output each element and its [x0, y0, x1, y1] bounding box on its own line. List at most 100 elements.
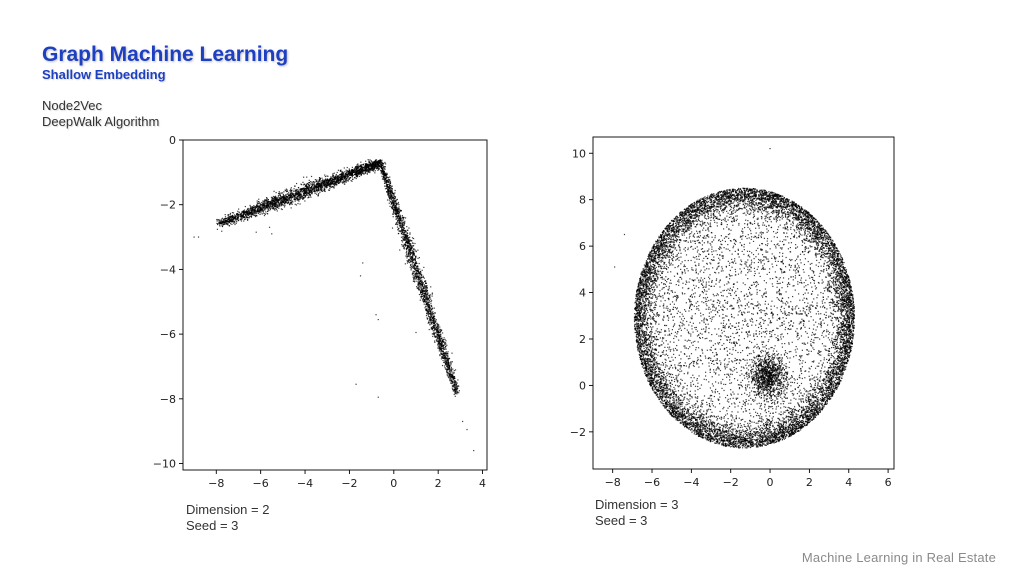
- data-point: [416, 276, 418, 279]
- data-point: [261, 213, 263, 215]
- data-point: [448, 375, 450, 377]
- data-point: [260, 208, 262, 211]
- data-point: [367, 165, 369, 167]
- data-point: [321, 190, 324, 192]
- data-point: [455, 389, 457, 391]
- data-point: [416, 286, 418, 288]
- data-point: [433, 336, 436, 338]
- data-point: [221, 223, 223, 225]
- data-point: [443, 352, 445, 354]
- data-point: [789, 408, 791, 410]
- data-point: [405, 236, 407, 238]
- data-point: [346, 173, 348, 175]
- data-point: [437, 336, 439, 338]
- data-point: [416, 266, 418, 268]
- data-point: [262, 203, 264, 206]
- data-point: [278, 201, 280, 204]
- data-point: [275, 191, 277, 194]
- data-point: [271, 206, 273, 208]
- data-point: [394, 202, 397, 204]
- data-point: [333, 182, 336, 185]
- data-point: [405, 231, 407, 233]
- data-point: [450, 362, 452, 364]
- data-point: [386, 173, 388, 175]
- data-point: [418, 285, 420, 287]
- data-point: [423, 301, 425, 303]
- data-point: [347, 180, 349, 182]
- data-point: [321, 184, 323, 186]
- data-point: [455, 388, 457, 390]
- data-point: [308, 187, 310, 189]
- data-point: [408, 249, 410, 251]
- data-point: [314, 185, 316, 187]
- data-point: [329, 187, 331, 190]
- data-point: [291, 197, 293, 199]
- data-point: [387, 194, 389, 196]
- data-point: [450, 377, 452, 379]
- data-point: [385, 185, 387, 187]
- data-point: [381, 164, 384, 166]
- data-point: [319, 185, 321, 187]
- data-point: [278, 191, 280, 193]
- data-point: [319, 177, 322, 180]
- data-point: [393, 211, 395, 213]
- data-point: [429, 310, 431, 312]
- data-point: [350, 169, 353, 171]
- data-point: [783, 198, 785, 200]
- data-point: [382, 172, 384, 174]
- data-point: [316, 186, 318, 188]
- data-point: [431, 327, 434, 330]
- data-point: [404, 217, 407, 219]
- data-point: [435, 326, 437, 328]
- data-point: [343, 175, 346, 177]
- data-point: [390, 194, 392, 197]
- data-point: [382, 171, 385, 173]
- data-point: [426, 301, 428, 303]
- data-point: [236, 212, 239, 215]
- data-point: [275, 202, 277, 204]
- data-point: [280, 204, 282, 206]
- data-point: [344, 181, 346, 183]
- data-point: [429, 294, 431, 296]
- data-point: [417, 265, 419, 267]
- data-point: [259, 213, 261, 216]
- data-point: [387, 190, 389, 193]
- data-point: [413, 248, 415, 251]
- data-point: [449, 365, 451, 367]
- data-point: [438, 339, 440, 341]
- data-point: [675, 233, 677, 235]
- data-point: [437, 331, 440, 333]
- data-point: [392, 200, 394, 202]
- data-point: [391, 207, 393, 210]
- data-point: [404, 239, 406, 241]
- data-point: [300, 183, 302, 185]
- data-point: [433, 315, 435, 317]
- data-point: [411, 257, 414, 259]
- data-point: [414, 259, 417, 261]
- data-point: [317, 184, 319, 186]
- data-point: [401, 231, 404, 233]
- data-point: [317, 187, 319, 189]
- data-point: [356, 172, 358, 174]
- data-point: [403, 224, 405, 227]
- data-point: [412, 253, 415, 256]
- data-point: [326, 182, 328, 185]
- data-point: [274, 199, 276, 201]
- data-point: [293, 188, 295, 190]
- data-point: [391, 202, 394, 204]
- data-point: [384, 188, 387, 190]
- data-point: [294, 199, 296, 201]
- data-point: [393, 200, 395, 202]
- data-point: [348, 174, 350, 177]
- data-point: [400, 220, 402, 222]
- data-point: [391, 195, 393, 197]
- data-point: [238, 212, 240, 214]
- data-point: [388, 193, 390, 195]
- data-point: [661, 244, 663, 247]
- data-point: [425, 301, 427, 303]
- data-point: [351, 176, 353, 178]
- data-point: [309, 191, 311, 193]
- data-point: [362, 167, 364, 169]
- data-point: [277, 196, 279, 198]
- data-point: [373, 167, 375, 169]
